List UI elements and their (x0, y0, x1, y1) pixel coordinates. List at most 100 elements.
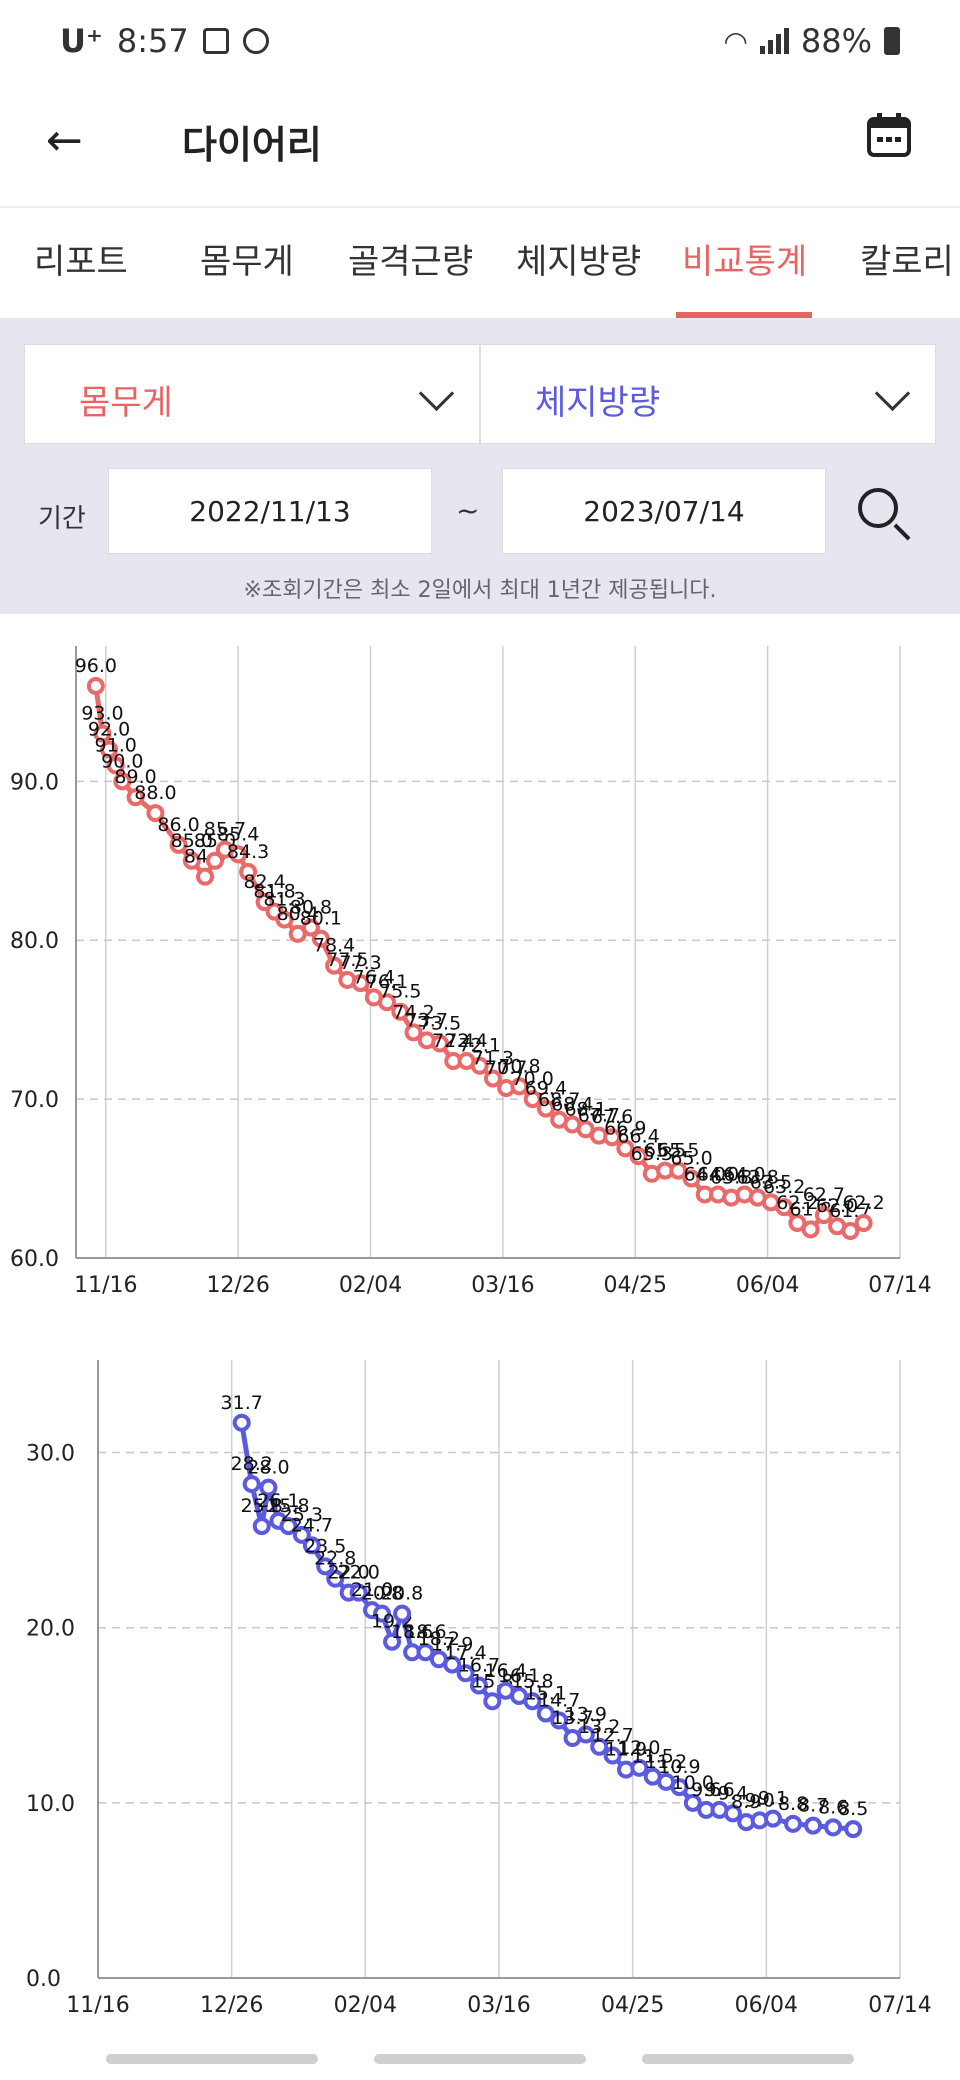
data-label: 24.7 (291, 1514, 333, 1536)
data-label: 17.9 (431, 1633, 473, 1655)
y-tick-label: 60.0 (10, 1247, 59, 1272)
tab-body-fat[interactable]: 체지방량 (516, 242, 642, 282)
data-label: 82.4 (243, 871, 285, 893)
data-point (764, 1809, 783, 1828)
data-label: 85.4 (217, 823, 259, 845)
date-separator: ~ (456, 494, 480, 527)
data-label: 28.0 (247, 1457, 289, 1479)
data-point (86, 677, 105, 695)
y-tick-label: 0.0 (26, 1967, 61, 1992)
data-point (510, 1077, 529, 1096)
x-tick-label: 02/04 (339, 1273, 402, 1298)
data-point (629, 1147, 648, 1166)
data-label: 20.8 (361, 1583, 403, 1605)
data-point (279, 1517, 298, 1536)
data-point (301, 918, 320, 937)
data-label: 11.2 (645, 1751, 687, 1773)
data-label: 64.0 (697, 1163, 739, 1185)
data-point (775, 1198, 794, 1217)
x-tick-label: 06/04 (736, 1273, 799, 1298)
tab-weight[interactable]: 몸무게 (200, 242, 294, 282)
data-point (93, 724, 112, 743)
data-label: 72.4 (445, 1030, 487, 1052)
series-line (93, 685, 865, 1234)
start-date-field[interactable]: 2022/11/13 (108, 468, 432, 554)
tab-comparison[interactable]: 비교통계 (682, 242, 808, 282)
nav-recents-button[interactable] (106, 2054, 318, 2064)
status-bar: U⁺ 8:57 ◠ 88% (0, 0, 960, 86)
y-tick-label: 70.0 (10, 1088, 59, 1113)
tab-skeletal-muscle[interactable]: 골격근량 (348, 242, 474, 282)
data-label: 28.2 (231, 1453, 273, 1475)
data-label: 92.0 (88, 719, 130, 741)
data-label: 18.6 (404, 1621, 446, 1643)
data-label: 84.3 (227, 841, 269, 863)
data-point (416, 1643, 435, 1662)
data-label: 62.2 (776, 1192, 818, 1214)
y-tick-label: 10.0 (26, 1792, 75, 1817)
data-label: 63.8 (737, 1167, 779, 1189)
data-label: 73.7 (406, 1009, 448, 1031)
data-point (801, 1220, 820, 1239)
data-label: 8.6 (818, 1796, 848, 1818)
data-label: 25.8 (241, 1495, 283, 1517)
data-label: 13.9 (565, 1704, 607, 1726)
chevron-down-icon (418, 375, 455, 412)
data-point (404, 1023, 423, 1042)
left-metric-select[interactable]: 몸무게 (24, 344, 480, 444)
data-label: 17.4 (444, 1642, 486, 1664)
search-icon[interactable] (858, 488, 898, 528)
x-tick-label: 03/16 (471, 1273, 534, 1298)
right-metric-select[interactable]: 체지방량 (480, 344, 936, 444)
data-label: 21.0 (351, 1579, 393, 1601)
data-label: 62.7 (803, 1184, 845, 1206)
data-label: 9.6 (691, 1779, 721, 1801)
data-label: 10.9 (658, 1756, 700, 1778)
nav-home-button[interactable] (374, 2054, 586, 2064)
data-label: 16.4 (485, 1660, 527, 1682)
data-point (431, 1034, 450, 1053)
data-label: 65.5 (657, 1140, 699, 1162)
back-arrow-icon[interactable]: ← (46, 115, 83, 166)
data-point (523, 1692, 542, 1711)
data-point (351, 974, 370, 993)
calendar-icon[interactable] (866, 112, 912, 158)
data-label: 74.2 (392, 1001, 434, 1023)
data-label: 8.7 (798, 1795, 828, 1817)
data-label: 22.0 (337, 1562, 379, 1584)
x-tick-label: 07/14 (868, 1993, 931, 2018)
tab-bar: 리포트 몸무게 골격근량 체지방량 비교통계 칼로리 (0, 208, 960, 318)
data-label: 76.1 (366, 971, 408, 993)
data-label: 85.7 (204, 819, 246, 841)
end-date-field[interactable]: 2023/07/14 (502, 468, 826, 554)
data-label: 9.6 (704, 1779, 734, 1801)
data-point (378, 993, 397, 1012)
left-metric-label: 몸무게 (79, 383, 173, 423)
data-point (682, 1169, 701, 1188)
data-point (316, 1557, 335, 1576)
data-label: 77.3 (339, 952, 381, 974)
data-point (443, 1655, 462, 1674)
tab-report[interactable]: 리포트 (34, 242, 128, 282)
data-label: 76.4 (353, 966, 395, 988)
data-point (669, 1161, 688, 1180)
data-point (469, 1676, 488, 1695)
data-label: 23.5 (304, 1535, 346, 1557)
data-point (259, 1478, 278, 1497)
data-label: 15.8 (511, 1670, 553, 1692)
x-tick-label: 11/16 (66, 1993, 129, 2018)
data-label: 63.8 (710, 1167, 752, 1189)
y-tick-label: 20.0 (26, 1617, 75, 1642)
data-label: 62.0 (816, 1195, 858, 1217)
app-bar: ← 다이어리 (0, 86, 960, 208)
data-label: 80.1 (300, 908, 342, 930)
x-tick-label: 03/16 (467, 1993, 530, 2018)
data-label: 18.6 (391, 1621, 433, 1643)
tab-calories[interactable]: 칼로리 (860, 242, 954, 282)
data-point (804, 1816, 823, 1835)
data-label: 11.5 (632, 1746, 674, 1768)
nav-back-button[interactable] (642, 2054, 854, 2064)
data-label: 10.0 (672, 1772, 714, 1794)
data-label: 63.5 (750, 1171, 792, 1193)
data-point (383, 1632, 402, 1651)
